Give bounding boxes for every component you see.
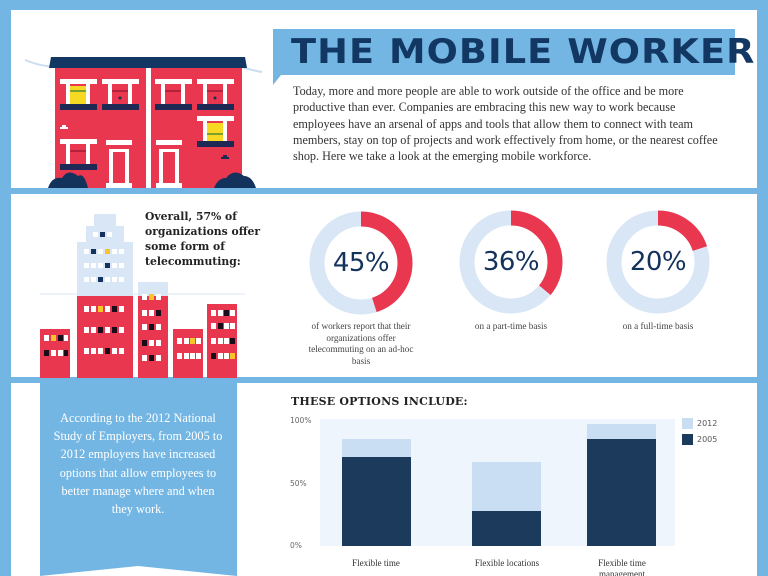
- y-tick-0: 0%: [290, 541, 302, 550]
- bar-flexible-locations-2005: [472, 511, 541, 546]
- study-ribbon-text: According to the 2012 National Study of …: [53, 411, 223, 517]
- section-divider-2: [0, 377, 768, 383]
- y-tick-50: 50%: [290, 479, 307, 488]
- legend-label-2005: 2005: [697, 435, 718, 444]
- title-banner-tail: [273, 75, 281, 85]
- bar-flexible-time-2005: [342, 457, 411, 546]
- frame-left-border: [0, 0, 11, 576]
- donut-chart-part-time: 36%: [459, 210, 563, 314]
- section-divider-1: [0, 188, 768, 194]
- telecommuting-headline: Overall, 57% of organizations offer some…: [145, 210, 261, 268]
- study-ribbon: [40, 383, 237, 576]
- bar-flexible-locations-2012: [472, 462, 541, 511]
- donut-value: 36%: [482, 247, 540, 277]
- legend-label-2012: 2012: [697, 419, 718, 428]
- house-illustration: [24, 57, 263, 188]
- frame-right-border: [757, 0, 768, 576]
- legend-swatch-2005: [682, 434, 693, 445]
- x-label-flexible-time: Flexible time: [352, 558, 400, 568]
- donut-chart-adhoc: 45%: [309, 211, 413, 315]
- y-tick-100: 100%: [290, 416, 312, 425]
- page-title: THE MOBILE WORKER: [291, 32, 756, 72]
- bar-flexible-time-2012: [342, 439, 411, 457]
- intro-paragraph: Today, more and more people are able to …: [293, 84, 718, 164]
- city-illustration: [40, 214, 245, 378]
- x-label-flexible-time-management: Flexible time management: [598, 558, 646, 576]
- x-label-flexible-locations: Flexible locations: [474, 558, 540, 568]
- donut-value: 45%: [332, 248, 390, 278]
- bar-flexible-time-management-2005: [587, 439, 656, 546]
- donut-caption: on a part-time basis: [474, 321, 548, 331]
- bar-flexible-time-management-2012: [587, 424, 656, 439]
- frame-top-border: [0, 0, 768, 10]
- donut-chart-full-time: 20%: [606, 210, 710, 314]
- options-chart-title: THESE OPTIONS INCLUDE:: [291, 395, 468, 408]
- donut-value: 20%: [629, 247, 687, 277]
- donut-caption: on a full-time basis: [622, 321, 694, 331]
- donut-caption: of workers report that their organizatio…: [308, 321, 414, 366]
- legend-swatch-2012: [682, 418, 693, 429]
- title-banner: [273, 29, 735, 75]
